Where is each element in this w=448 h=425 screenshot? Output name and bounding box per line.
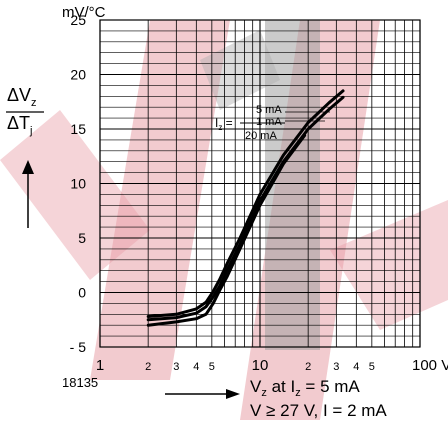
y-tick-label: 25: [70, 12, 86, 28]
y-tick-label: 0: [78, 285, 86, 301]
x-axis-arrow-head: [226, 389, 240, 399]
x-tick-label-minor: 2: [305, 361, 311, 373]
chart-grid: [99, 19, 421, 348]
y-label-numerator: ΔVz: [7, 85, 37, 109]
series-line: [146, 89, 345, 318]
series-line: [146, 134, 307, 327]
x-axis-label: Vz at Iz = 5 mA: [250, 377, 360, 399]
series-line: [146, 95, 345, 322]
x-tick-label-major: 10: [252, 357, 269, 374]
figure-number: 18135: [62, 375, 99, 390]
y-unit-label: mV/°C: [62, 4, 106, 21]
y-axis-arrow-head: [22, 160, 34, 174]
chart-series: [146, 89, 345, 327]
x-tick-label-major: 100 V: [412, 357, 448, 374]
legend-iz-label: Iz =: [215, 116, 233, 132]
y-tick-label: 15: [70, 121, 86, 137]
x-tick-label-minor: 5: [369, 361, 375, 373]
y-tick-label: - 5: [70, 339, 87, 355]
x-tick-label-minor: 5: [209, 361, 215, 373]
y-tick-label: 5: [78, 230, 86, 246]
legend-5ma: 5 mA: [256, 104, 282, 116]
y-tick-label: 20: [70, 67, 86, 83]
legend-1ma: 1 mA: [256, 116, 282, 128]
x-tick-label-minor: 3: [173, 361, 179, 373]
background-pattern: [0, 20, 448, 420]
x-tick-label-minor: 4: [193, 361, 199, 373]
legend-20ma: 20 mA: [245, 130, 277, 142]
x-tick-label-major: 1: [96, 357, 104, 374]
y-tick-label: 10: [70, 176, 86, 192]
x-tick-labels: 1 10 100 V2 3 4 5 2 3 4 5: [96, 357, 448, 374]
x-axis-label-line2: V ≥ 27 V, I = 2 mA: [250, 401, 387, 420]
x-tick-label-minor: 4: [353, 361, 359, 373]
x-tick-label-minor: 2: [145, 361, 151, 373]
x-tick-label-minor: 3: [333, 361, 339, 373]
y-tick-labels: - 5 0 5 10 15 20 25: [70, 12, 87, 355]
plot-frame: [99, 19, 421, 348]
y-label-denominator: ΔTj: [7, 113, 33, 137]
